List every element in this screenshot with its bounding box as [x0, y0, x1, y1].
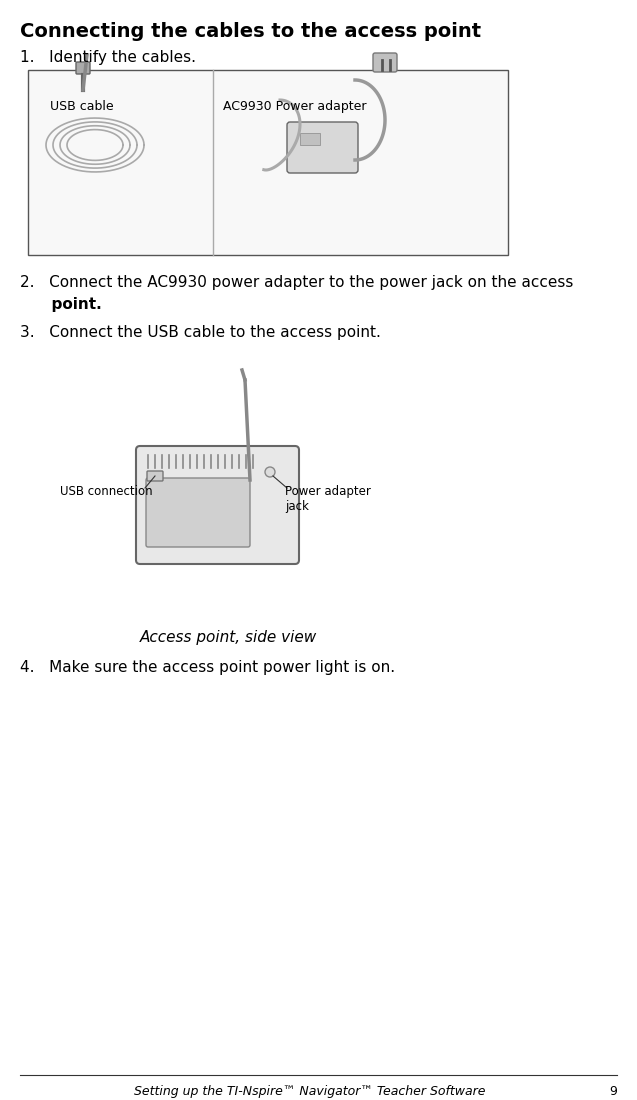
Text: Connecting the cables to the access point: Connecting the cables to the access poin…	[20, 22, 481, 41]
Text: AC9930 Power adapter: AC9930 Power adapter	[223, 100, 366, 113]
Text: point.: point.	[20, 297, 102, 312]
FancyBboxPatch shape	[136, 446, 299, 564]
Text: 1.   Identify the cables.: 1. Identify the cables.	[20, 50, 196, 65]
Text: Setting up the TI-Nspire™ Navigator™ Teacher Software: Setting up the TI-Nspire™ Navigator™ Tea…	[134, 1085, 486, 1098]
Text: Access point, side view: Access point, side view	[140, 630, 317, 645]
FancyBboxPatch shape	[76, 62, 90, 74]
FancyBboxPatch shape	[146, 478, 250, 547]
Text: 2.   Connect the AC9930 power adapter to the power jack on the access: 2. Connect the AC9930 power adapter to t…	[20, 275, 573, 290]
Bar	[28, 70, 508, 255]
Text: Power adapter
jack: Power adapter jack	[285, 485, 371, 513]
Text: USB connection: USB connection	[60, 485, 153, 498]
Text: USB cable: USB cable	[50, 100, 113, 113]
Bar	[300, 133, 320, 145]
FancyBboxPatch shape	[147, 471, 163, 481]
FancyBboxPatch shape	[373, 53, 397, 72]
FancyBboxPatch shape	[287, 122, 358, 173]
Circle shape	[265, 468, 275, 477]
Text: 3.   Connect the USB cable to the access point.: 3. Connect the USB cable to the access p…	[20, 324, 381, 340]
Text: 9: 9	[609, 1085, 617, 1098]
Text: 4.   Make sure the access point power light is on.: 4. Make sure the access point power ligh…	[20, 660, 395, 675]
